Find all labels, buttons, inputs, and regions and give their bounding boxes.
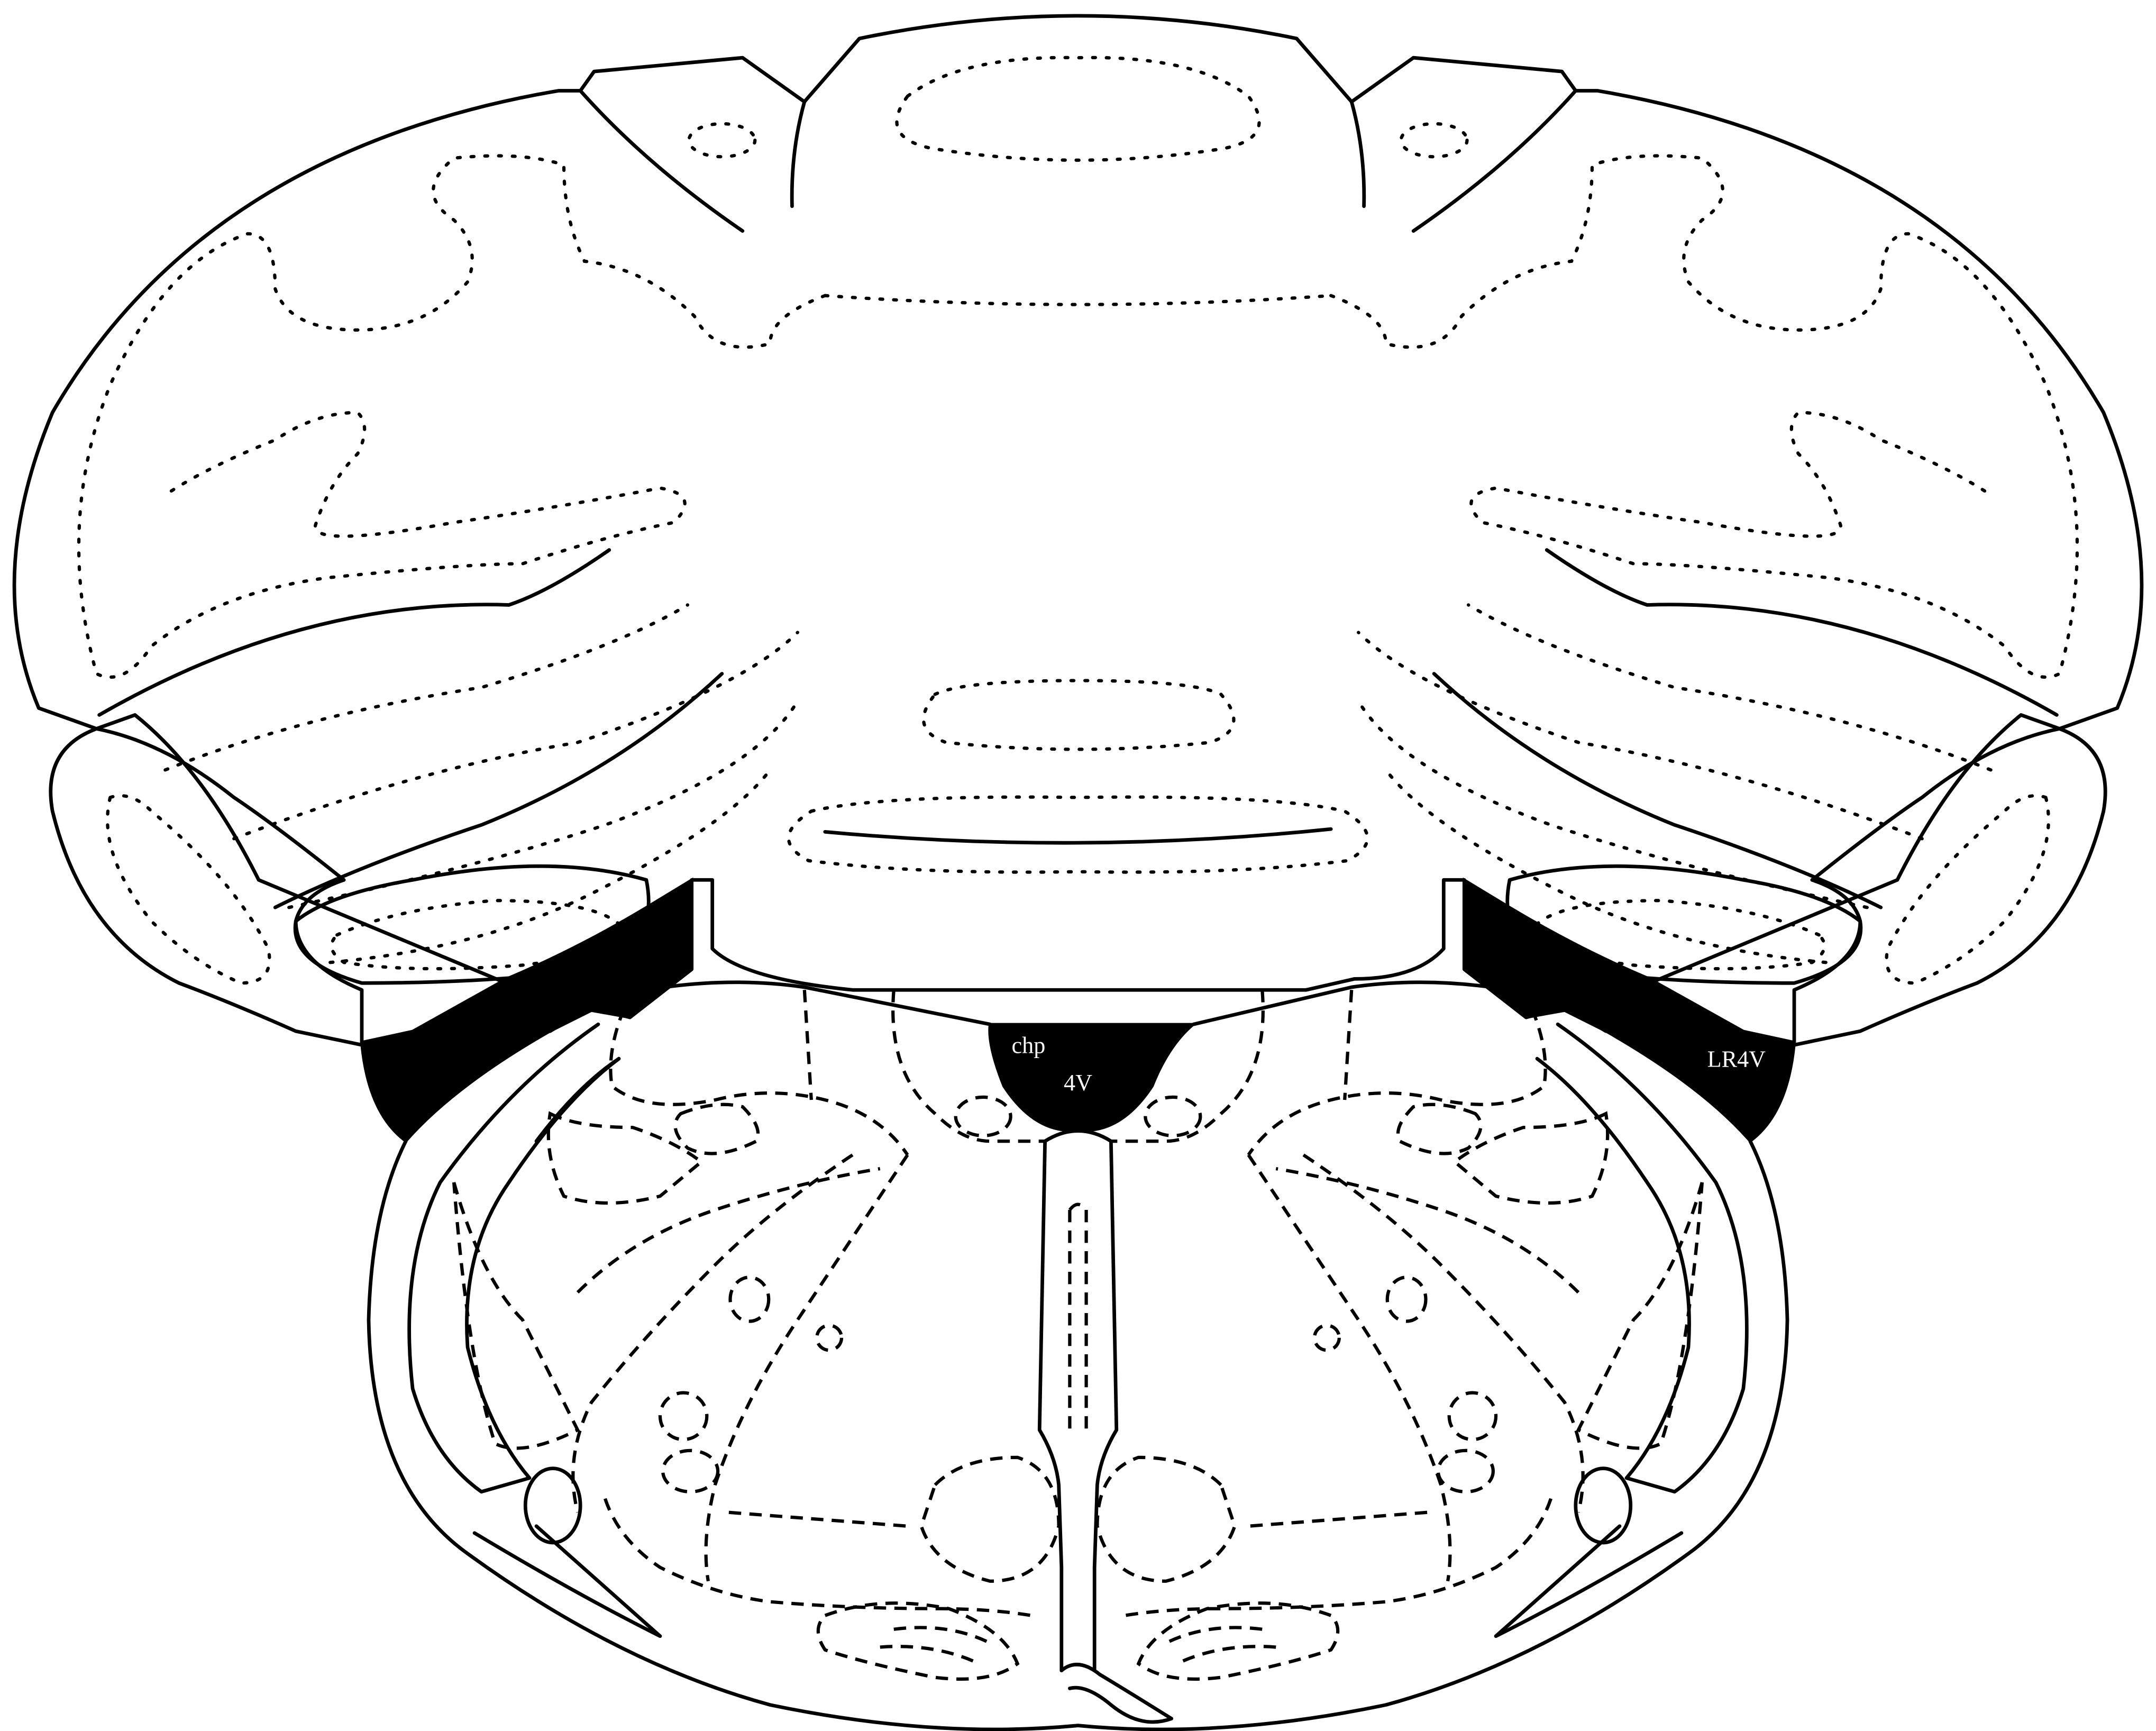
right-small-nucleus-2	[1312, 1324, 1341, 1352]
right-folium-1	[1466, 603, 1993, 772]
cerebellum-outline	[12, 14, 2144, 1019]
lateral-recess-left	[360, 877, 693, 1143]
left-folium-1	[163, 603, 690, 772]
periventricular-dashed	[891, 989, 1265, 1143]
right-small-nucleus-3	[1447, 1391, 1498, 1442]
right-dashed-radial-2	[1247, 1154, 1452, 1582]
left-inferior-olive-inner	[880, 1626, 991, 1665]
left-periventricular-nucleus	[954, 1095, 1012, 1137]
left-dashed-boundary-3	[673, 1103, 760, 1155]
white-matter-left	[77, 154, 827, 679]
right-dashed-lower	[1124, 1498, 1552, 1617]
right-dashed-radial-1	[1302, 1153, 1585, 1513]
vermis-lobule-mid	[921, 679, 1236, 751]
right-dashed-pyramid	[1095, 1455, 1237, 1583]
midline-raphe	[1037, 1129, 1119, 1673]
left-dashed-ring	[452, 1182, 580, 1450]
right-small-nucleus-1	[1385, 1276, 1428, 1323]
left-small-nucleus-3	[658, 1391, 709, 1442]
left-small-nucleus-1	[728, 1276, 771, 1323]
right-dashed-ring	[1576, 1182, 1704, 1450]
right-small-lobule	[1399, 122, 1469, 159]
right-peduncle-outer	[1535, 1022, 1749, 1494]
right-fissure-2	[1432, 672, 1883, 909]
right-paraflocculus	[1792, 727, 2107, 1047]
midline-inner-dashed	[1068, 1202, 1088, 1430]
ventral-notch	[1059, 1663, 1174, 1724]
right-lobe-fissure-top	[1411, 89, 1578, 233]
right-dashed-lateral	[1275, 1167, 1580, 1294]
left-lobe-fissure-top	[578, 89, 745, 233]
right-inferior-olive-inner	[1165, 1626, 1276, 1665]
vermis-lobule-low	[787, 795, 1369, 874]
left-paraflocculus	[49, 727, 364, 1047]
left-paraflocculus-dots	[106, 794, 271, 985]
right-dashed-boundary-2	[1452, 1111, 1610, 1205]
left-peduncle-outer	[407, 1022, 621, 1494]
right-fissure-1	[1545, 548, 2059, 717]
right-periventricular-nucleus	[1144, 1095, 1202, 1137]
right-inferior-olive	[1136, 1601, 1340, 1681]
right-lower-wedge	[1494, 1524, 1684, 1638]
left-dashed-lower	[604, 1498, 1032, 1617]
right-small-nucleus-4	[1436, 1448, 1495, 1493]
left-dashed-pyramid	[919, 1455, 1061, 1583]
left-dashed-lateral	[576, 1167, 881, 1294]
left-dashed-radial-1	[571, 1153, 854, 1513]
left-small-nucleus-4	[661, 1448, 720, 1493]
vermis-left-border	[790, 99, 807, 208]
left-peduncle-inner	[534, 1056, 621, 1143]
label-chp: chp	[1012, 1033, 1046, 1059]
right-dashed-boundary-1	[1247, 989, 1547, 1156]
vermis-right-border	[1349, 99, 1366, 208]
brainstem-top-left	[548, 980, 992, 1033]
left-inferior-olive	[816, 1601, 1020, 1681]
white-matter-central	[823, 294, 1333, 306]
right-folium-2	[1357, 631, 1924, 841]
left-dashed-boundary-2	[546, 1111, 704, 1205]
brainstem-top-right	[1191, 980, 1608, 1033]
right-folium-3	[1357, 699, 1869, 909]
left-fissure-2	[273, 672, 724, 909]
vermis-fissure-low	[823, 827, 1333, 845]
vermis-lobule-top	[895, 56, 1261, 162]
brainstem-outline	[367, 1139, 1789, 1731]
lateral-recess-right	[1463, 877, 1796, 1143]
right-paraflocculus-dots	[1885, 794, 2050, 985]
right-dashed-boundary-3	[1396, 1103, 1483, 1155]
left-small-lobule	[687, 122, 757, 159]
label-lr4v: LR4V	[1707, 1046, 1766, 1072]
left-folium-2	[232, 631, 799, 841]
left-fissure-1	[97, 548, 611, 717]
white-matter-right	[1329, 154, 2079, 679]
left-dashed-radial-2	[704, 1154, 909, 1582]
left-lower-wedge	[472, 1524, 662, 1638]
left-small-nucleus-2	[815, 1324, 844, 1352]
label-4v: 4V	[1064, 1070, 1092, 1096]
left-dashed-boundary-1	[609, 989, 909, 1156]
left-folium-3	[287, 699, 799, 909]
